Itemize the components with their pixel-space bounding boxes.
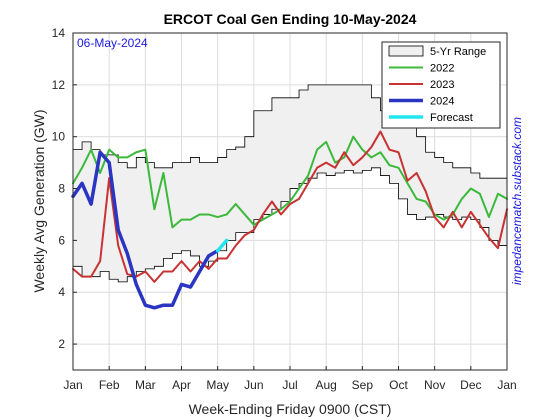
y-tick-label: 6 — [58, 233, 65, 247]
y-tick-label: 12 — [52, 78, 66, 92]
x-tick-label: Apr — [172, 378, 191, 392]
series-group — [71, 130, 508, 310]
series-line-2024 — [71, 150, 220, 310]
x-tick-label: Nov — [424, 378, 445, 392]
x-axis-ticks: Jan Feb Mar Apr May Jun Jul Aug Sep Oct Nov Dec Jan — [63, 366, 517, 392]
x-tick-label: Feb — [99, 378, 120, 392]
x-tick-label: Jan — [63, 378, 82, 392]
legend-label-2022: 2022 — [430, 63, 454, 75]
x-tick-label: Aug — [315, 378, 336, 392]
legend: 5-Yr Range 2022 2023 2024 Forecast — [381, 41, 501, 129]
y-tick-label: 8 — [58, 182, 65, 196]
date-annotation: 06-May-2024 — [77, 36, 148, 50]
x-tick-label: Mar — [135, 378, 156, 392]
x-tick-label: Sep — [352, 378, 374, 392]
series-line-2023 — [72, 130, 508, 283]
x-tick-label: Jul — [282, 378, 297, 392]
chart-title: ERCOT Coal Gen Ending 10-May-2024 — [164, 11, 417, 27]
legend-label-forecast: Forecast — [430, 112, 473, 124]
y-axis-ticks: 2 4 6 8 10 12 14 — [52, 26, 77, 351]
x-axis-label: Week-Ending Friday 0900 (CST) — [189, 401, 392, 417]
y-axis-label: Weekly Avg Generation (GW) — [31, 109, 47, 292]
x-tick-label: May — [206, 378, 229, 392]
legend-swatch-range — [388, 45, 424, 57]
x-tick-label: Dec — [460, 378, 481, 392]
x-tick-label: Jun — [244, 378, 263, 392]
legend-label-5-yr-range: 5-Yr Range — [430, 46, 486, 58]
legend-label-2024: 2024 — [430, 96, 454, 108]
y-tick-label: 4 — [58, 285, 65, 299]
x-tick-label: Oct — [389, 378, 408, 392]
source-label: impedancematch.substack.com — [510, 117, 524, 285]
series-line-forecast — [215, 238, 229, 253]
y-tick-label: 14 — [52, 26, 66, 40]
y-tick-label: 10 — [52, 130, 66, 144]
x-tick-label: Jan — [497, 378, 516, 392]
y-tick-label: 2 — [58, 337, 65, 351]
legend-label-2023: 2023 — [430, 79, 454, 91]
